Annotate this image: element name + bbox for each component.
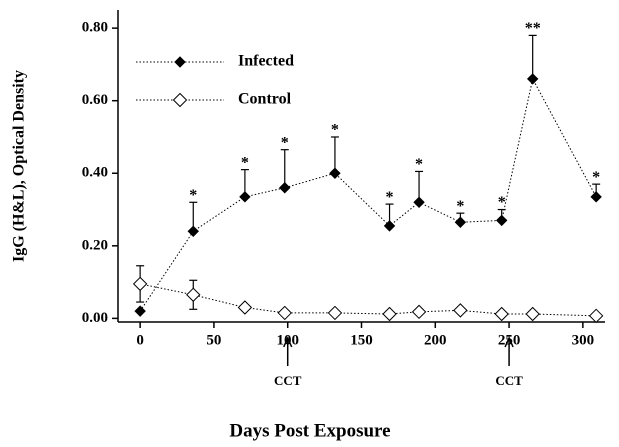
annotation: ** (525, 20, 541, 37)
arrow-head (283, 336, 293, 348)
x-tick-label: 200 (424, 332, 447, 348)
y-tick-label: 0.40 (82, 165, 108, 181)
point (239, 191, 251, 203)
point (383, 220, 396, 232)
point (277, 305, 292, 321)
point (590, 191, 602, 203)
series-line (140, 283, 597, 317)
point (382, 306, 397, 322)
annotation: * (281, 134, 289, 151)
point (495, 214, 508, 227)
point (411, 304, 427, 320)
point (494, 306, 509, 322)
point (132, 276, 148, 292)
y-tick-label: 0.20 (82, 237, 108, 253)
y-tick-label: 0.60 (82, 92, 108, 108)
x-tick-label: 150 (350, 332, 373, 348)
point (327, 305, 343, 321)
point (187, 225, 199, 238)
annotation: * (331, 122, 339, 139)
point (329, 167, 341, 179)
annotation: * (189, 187, 197, 204)
point (279, 182, 291, 194)
legend-symbol (174, 56, 186, 68)
point (454, 216, 467, 228)
y-tick-label: 0.00 (82, 310, 108, 326)
annotation: * (415, 156, 423, 173)
annotation: * (498, 194, 506, 211)
x-tick-label: 50 (206, 332, 221, 348)
point (588, 308, 604, 324)
point (525, 306, 540, 322)
x-axis-label: Days Post Exposure (229, 420, 390, 441)
point (237, 300, 253, 315)
point (526, 73, 539, 85)
point (413, 196, 425, 208)
point (186, 287, 201, 302)
y-axis-label: IgG (H&L), Optical Density (11, 70, 28, 262)
point (453, 303, 468, 318)
marker-label: CCT (495, 373, 523, 388)
annotation: * (456, 198, 464, 215)
annotation: * (386, 189, 394, 206)
y-tick-label: 0.80 (82, 20, 108, 36)
x-tick-label: 300 (572, 332, 595, 348)
marker-label: CCT (274, 373, 302, 388)
legend-label: Control (238, 91, 292, 108)
annotation: * (241, 154, 249, 171)
series-line (139, 77, 597, 312)
annotation: * (592, 169, 600, 186)
arrow-head (504, 336, 514, 348)
point (134, 305, 146, 317)
legend-label: Infected (238, 53, 294, 70)
legend-symbol (172, 92, 188, 108)
x-tick-label: 0 (136, 332, 144, 348)
